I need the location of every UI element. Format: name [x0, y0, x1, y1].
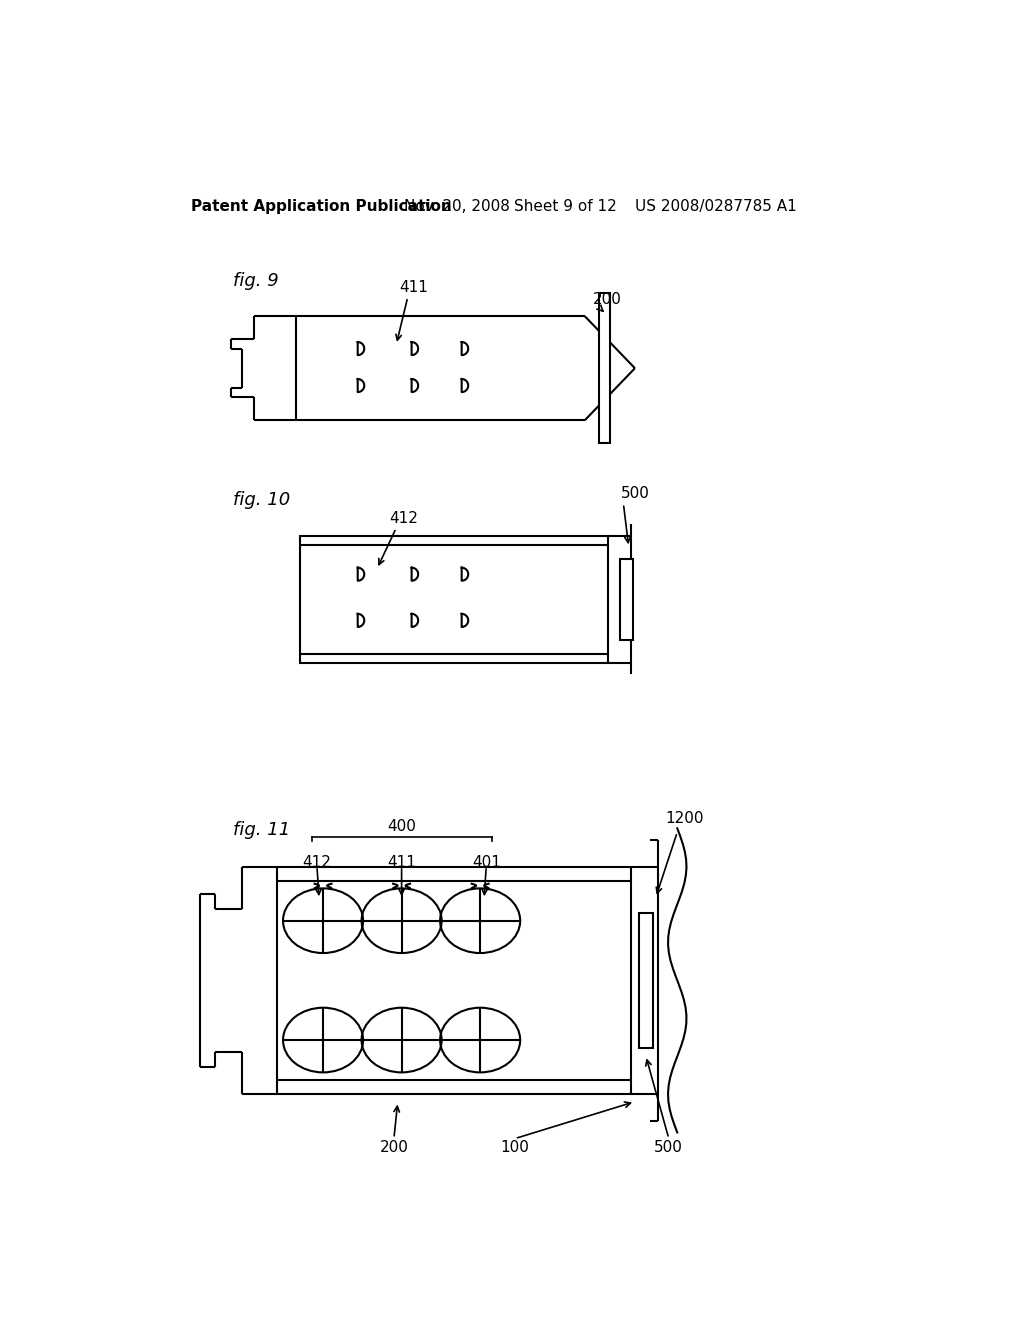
- Text: fig. 9: fig. 9: [233, 272, 279, 289]
- Bar: [599, 293, 609, 444]
- Text: fig. 11: fig. 11: [233, 821, 290, 838]
- Text: 200: 200: [380, 1140, 409, 1155]
- Text: Nov. 20, 2008: Nov. 20, 2008: [403, 198, 510, 214]
- Text: 100: 100: [501, 1140, 529, 1155]
- Text: 412: 412: [389, 511, 419, 525]
- Text: 412: 412: [302, 855, 332, 870]
- Text: 500: 500: [621, 486, 649, 502]
- Text: 411: 411: [399, 280, 428, 296]
- Bar: [639, 913, 652, 1048]
- Text: 400: 400: [387, 818, 416, 834]
- Text: fig. 10: fig. 10: [233, 491, 290, 510]
- Bar: [620, 558, 633, 640]
- Bar: [300, 536, 608, 663]
- Text: US 2008/0287785 A1: US 2008/0287785 A1: [635, 198, 797, 214]
- Bar: [276, 867, 631, 1094]
- Text: Patent Application Publication: Patent Application Publication: [190, 198, 452, 214]
- Text: 500: 500: [654, 1140, 683, 1155]
- Text: Sheet 9 of 12: Sheet 9 of 12: [514, 198, 616, 214]
- Text: 1200: 1200: [666, 810, 705, 826]
- Text: 401: 401: [472, 855, 501, 870]
- Text: 411: 411: [387, 855, 416, 870]
- Text: 200: 200: [593, 292, 622, 308]
